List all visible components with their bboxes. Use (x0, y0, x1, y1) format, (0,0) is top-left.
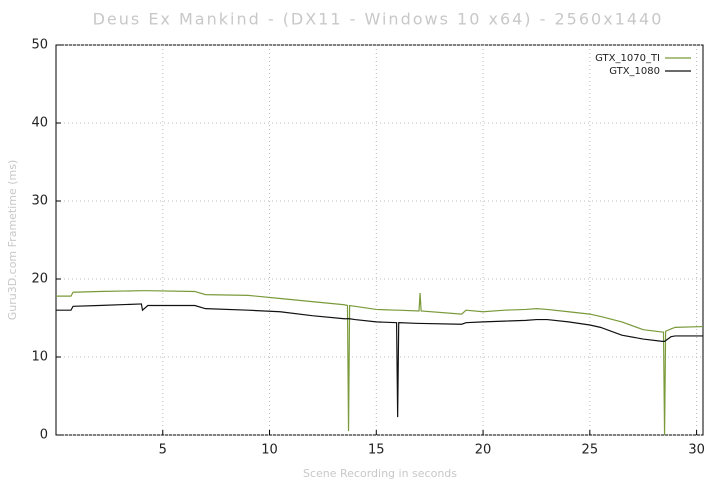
legend-label: GTX_1070_TI (595, 53, 660, 64)
x-axis-label: Scene Recording in seconds (303, 467, 457, 480)
series-line (56, 290, 704, 436)
y-tick-label: 30 (31, 194, 48, 209)
y-tick-label: 10 (31, 350, 48, 365)
y-tick-label: 20 (31, 272, 48, 287)
y-tick-label: 50 (31, 38, 48, 53)
chart-title: Deus Ex Mankind - (DX11 - Windows 10 x64… (93, 10, 664, 29)
x-tick-label: 30 (688, 443, 705, 458)
x-tick-label: 10 (261, 443, 278, 458)
legend-label: GTX_1080 (609, 66, 660, 77)
series-line (56, 303, 703, 418)
x-tick-label: 25 (582, 443, 599, 458)
y-axis-label: Guru3D.com Frametime (ms) (6, 160, 19, 321)
x-tick-label: 15 (368, 443, 385, 458)
plot-frame (55, 44, 704, 436)
y-tick-label: 0 (40, 428, 48, 443)
x-tick-label: 5 (159, 443, 167, 458)
y-tick-label: 40 (31, 116, 48, 131)
x-tick-label: 20 (475, 443, 492, 458)
